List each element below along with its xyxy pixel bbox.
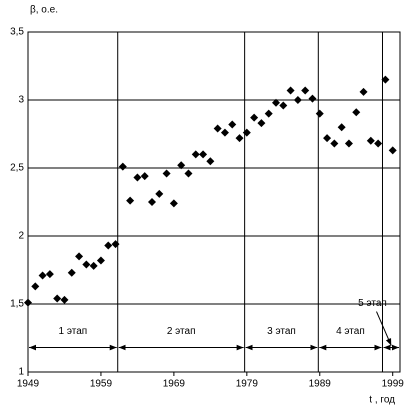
data-point <box>388 146 397 155</box>
data-point <box>374 139 383 148</box>
data-point <box>184 169 193 178</box>
x-tick-label: 1959 <box>90 379 113 390</box>
x-tick-label: 1969 <box>163 379 186 390</box>
data-point <box>250 113 259 122</box>
data-point <box>337 123 346 132</box>
x-tick-label: 1949 <box>17 379 40 390</box>
data-point <box>82 260 91 269</box>
data-point <box>301 86 310 95</box>
data-point <box>118 162 127 171</box>
data-point <box>352 108 361 117</box>
data-point <box>96 256 105 265</box>
stage-label: 5 этап <box>358 298 387 309</box>
data-point <box>279 101 288 110</box>
x-tick-label: 1989 <box>309 379 332 390</box>
data-point <box>220 128 229 137</box>
data-point <box>111 240 120 249</box>
data-point <box>286 86 295 95</box>
data-point <box>330 139 339 148</box>
y-tick-label: 2 <box>18 231 24 242</box>
stage-label: 4 этап <box>336 326 365 337</box>
data-point <box>206 157 215 166</box>
data-point <box>38 271 47 280</box>
data-point <box>104 241 113 250</box>
data-point <box>75 252 84 261</box>
y-tick-label: 3 <box>18 95 24 106</box>
stage-label: 3 этап <box>267 326 296 337</box>
data-point <box>162 169 171 178</box>
data-point <box>235 134 244 143</box>
y-tick-label: 3,5 <box>10 27 24 38</box>
data-point <box>381 75 390 84</box>
data-point <box>257 119 266 128</box>
data-point <box>213 124 222 133</box>
data-point <box>366 136 375 145</box>
stage-label: 2 этап <box>167 326 196 337</box>
y-tick-label: 1 <box>18 367 24 378</box>
data-point <box>199 150 208 159</box>
data-point <box>60 295 69 304</box>
y-tick-label: 2,5 <box>10 163 24 174</box>
data-point <box>359 87 368 96</box>
data-point <box>31 282 40 291</box>
data-point <box>67 268 76 277</box>
data-point <box>177 161 186 170</box>
data-point <box>45 270 54 279</box>
stage-label: 1 этап <box>59 326 88 337</box>
x-axis-label: t , год <box>369 395 395 406</box>
y-axis-label: β, о.е. <box>30 5 58 16</box>
data-point <box>242 128 251 137</box>
data-point <box>155 189 164 198</box>
data-point <box>344 139 353 148</box>
x-tick-label: 1999 <box>382 379 404 390</box>
data-point <box>272 98 280 107</box>
data-point <box>140 172 149 181</box>
data-point <box>308 94 317 103</box>
x-tick-label: 1979 <box>236 379 259 390</box>
data-point <box>148 198 156 206</box>
data-point <box>293 96 302 104</box>
data-point <box>228 120 237 129</box>
data-point <box>24 298 32 307</box>
data-point <box>169 199 178 208</box>
data-point <box>264 109 273 118</box>
data-point <box>323 134 332 143</box>
data-point <box>89 261 98 270</box>
plot-frame <box>27 31 401 373</box>
data-point <box>53 294 62 303</box>
stage-pointer <box>376 311 392 346</box>
y-tick-label: 1,5 <box>10 299 24 310</box>
data-point <box>315 109 324 118</box>
data-point <box>133 173 142 182</box>
data-point <box>191 150 200 159</box>
data-point <box>126 196 135 205</box>
